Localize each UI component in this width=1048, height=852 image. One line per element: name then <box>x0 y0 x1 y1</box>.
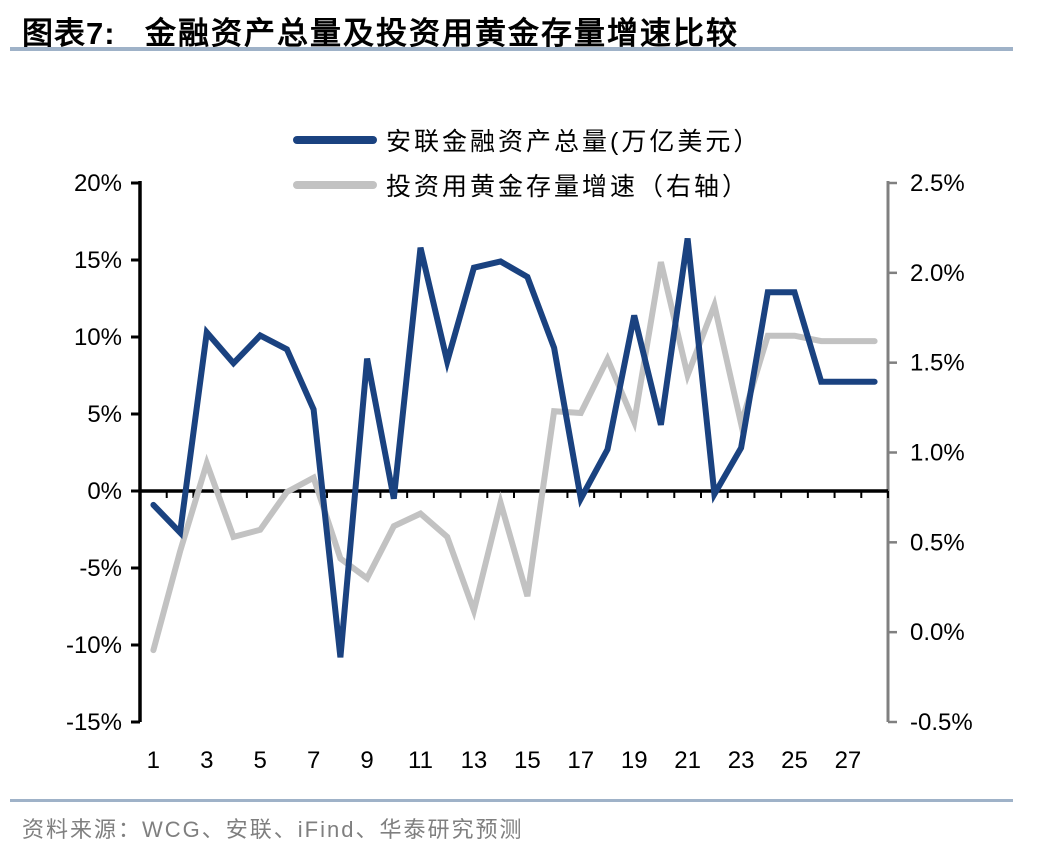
x-axis-tick-label: 9 <box>360 747 373 774</box>
x-axis-tick-label: 5 <box>254 747 267 774</box>
series-line-gold <box>150 261 878 654</box>
right-axis-tick-label: 2.0% <box>910 260 965 287</box>
x-axis-tick-label: 19 <box>621 747 648 774</box>
x-axis-tick-label: 3 <box>200 747 213 774</box>
x-axis-tick-label: 27 <box>835 747 862 774</box>
left-axis-tick-label: -10% <box>66 632 122 659</box>
left-axis-tick-label: 10% <box>74 324 122 351</box>
chart-legend: 安联金融资产总量(万亿美元） 投资用黄金存量增速（右轴） <box>293 125 761 215</box>
legend-label-gold: 投资用黄金存量增速（右轴） <box>386 173 751 201</box>
x-axis-tick-label: 1 <box>147 747 160 774</box>
x-axis-tick-label: 7 <box>307 747 320 774</box>
series-line-assets <box>150 237 878 658</box>
x-axis-tick-label: 23 <box>728 747 755 774</box>
footer-rule <box>10 799 1013 802</box>
legend-label-assets: 安联金融资产总量(万亿美元） <box>386 128 762 156</box>
header-rule <box>10 47 1013 51</box>
right-axis-tick-label: 1.0% <box>910 440 965 467</box>
legend-item-gold: 投资用黄金存量增速（右轴） <box>293 170 761 201</box>
right-axis-tick-label: 0.0% <box>910 619 965 646</box>
x-axis-tick-label: 21 <box>674 747 701 774</box>
legend-line-swatch-blue <box>293 136 377 144</box>
figure-tag: 图表7: <box>22 16 116 51</box>
x-axis-tick-label: 15 <box>514 747 541 774</box>
x-axis-tick-label: 13 <box>461 747 488 774</box>
left-axis-tick-label: 0% <box>87 478 122 505</box>
legend-line-swatch-gray <box>293 181 377 189</box>
left-axis-tick-label: 5% <box>87 401 122 428</box>
figure-title: 金融资产总量及投资用黄金存量增速比较 <box>145 16 739 51</box>
left-axis-tick-label: 15% <box>74 247 122 274</box>
right-axis-tick-label: 2.5% <box>910 170 965 197</box>
right-axis-tick-label: 1.5% <box>910 350 965 377</box>
left-axis-tick-label: -15% <box>66 709 122 736</box>
right-axis-tick-label: -0.5% <box>910 709 973 736</box>
source-note: 资料来源：WCG、安联、iFind、华泰研究预测 <box>22 817 524 842</box>
legend-item-assets: 安联金融资产总量(万亿美元） <box>293 125 762 156</box>
right-axis-tick-label: 0.5% <box>910 529 965 556</box>
left-axis-tick-label: 20% <box>74 170 122 197</box>
left-axis-tick-label: -5% <box>79 555 122 582</box>
x-axis-tick-label: 17 <box>567 747 594 774</box>
x-axis-tick-label: 25 <box>781 747 808 774</box>
x-axis-tick-label: 11 <box>408 747 433 774</box>
